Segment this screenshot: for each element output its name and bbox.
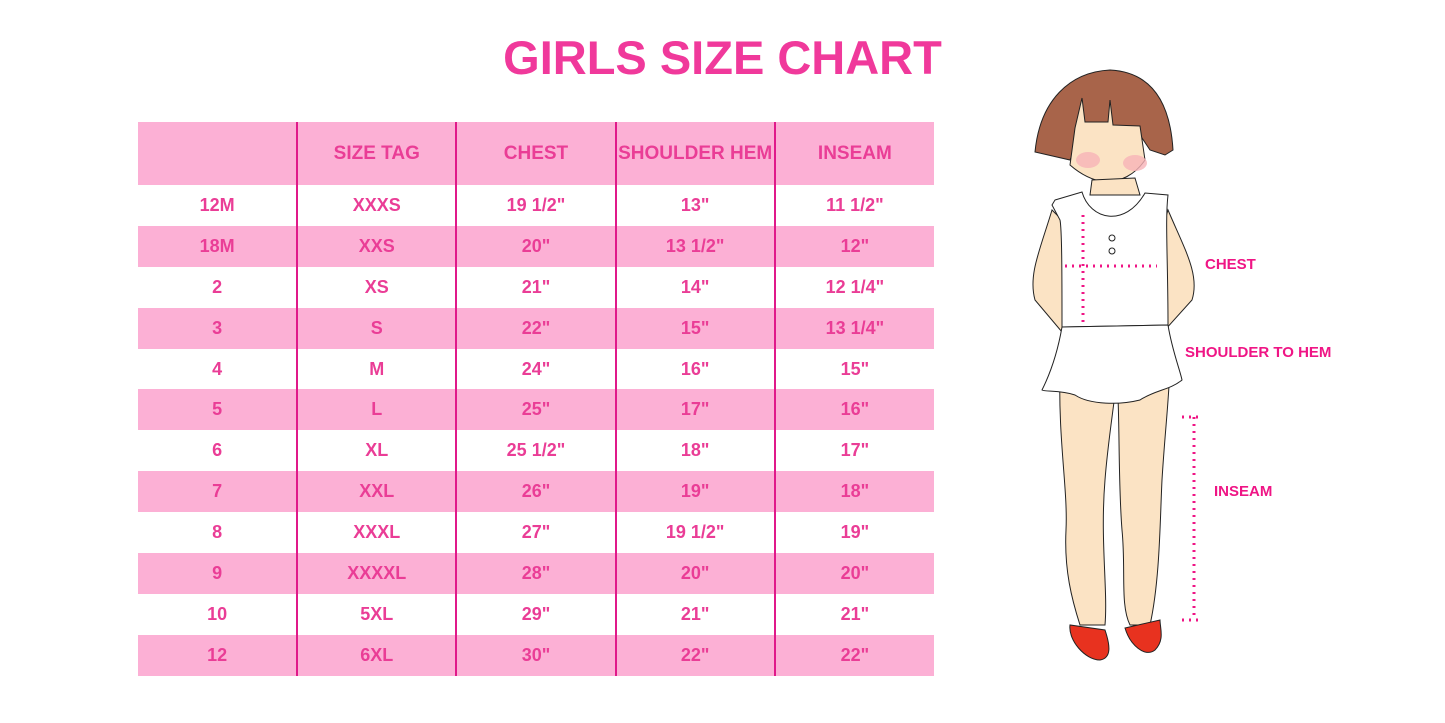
page-title: GIRLS SIZE CHART bbox=[503, 31, 942, 84]
table-cell: S bbox=[296, 307, 457, 349]
column-header: SHOULDER HEM bbox=[614, 122, 775, 185]
table-cell: 15" bbox=[773, 348, 934, 390]
chest-label: CHEST bbox=[1205, 256, 1256, 273]
shoulder-to-hem-label: SHOULDER TO HEM bbox=[1185, 344, 1332, 361]
table-cell: 13" bbox=[614, 185, 775, 226]
table-cell: 5 bbox=[212, 399, 223, 420]
table-row: 3 S 22" 15" 13 1/4" bbox=[138, 307, 934, 349]
table-cell: 14" bbox=[614, 266, 775, 308]
table-cell: 28" bbox=[455, 553, 616, 594]
table-cell: 20" bbox=[614, 553, 775, 594]
skirt bbox=[1041, 324, 1183, 404]
table-cell: M bbox=[296, 348, 457, 390]
table-row: 9 XXXXL 28" 20" 20" bbox=[138, 553, 934, 594]
table-cell: 22" bbox=[614, 634, 775, 676]
table-cell: 18M bbox=[199, 235, 235, 256]
table-cell: 19" bbox=[773, 512, 934, 554]
table-cell: 19 1/2" bbox=[614, 512, 775, 554]
table-row: 8 XXXL 27" 19 1/2" 19" bbox=[138, 512, 934, 554]
table-cell: XXXS bbox=[296, 185, 457, 226]
table-cell: XXL bbox=[296, 471, 457, 513]
inseam-label: INSEAM bbox=[1214, 483, 1273, 500]
table-row: 18M XXS 20" 13 1/2" 12" bbox=[138, 225, 934, 267]
table-cell: 12 bbox=[207, 644, 228, 665]
table-cell: 17" bbox=[773, 430, 934, 472]
table-cell: XS bbox=[296, 266, 457, 308]
table-cell: 18" bbox=[773, 471, 934, 513]
table-cell: XXS bbox=[296, 225, 457, 267]
table-row: 4 M 24" 16" 15" bbox=[138, 348, 934, 390]
column-header: SIZE TAG bbox=[296, 122, 457, 185]
table-cell: 27" bbox=[455, 512, 616, 554]
table-cell: 6 bbox=[212, 440, 223, 461]
table-cell: 6XL bbox=[296, 634, 457, 676]
table-cell: 16" bbox=[773, 389, 934, 431]
table-cell: 22" bbox=[773, 634, 934, 676]
table-cell: 12" bbox=[773, 225, 934, 267]
table-cell: XXXXL bbox=[296, 553, 457, 594]
table-cell: 8 bbox=[212, 522, 223, 543]
table-cell: 3 bbox=[212, 317, 223, 338]
table-row: 2 XS 21" 14" 12 1/4" bbox=[138, 266, 934, 308]
table-row: 12M XXXS 19 1/2" 13" 11 1/2" bbox=[138, 185, 934, 226]
column-header bbox=[138, 122, 297, 185]
table-cell: 21" bbox=[455, 266, 616, 308]
table-cell: 12 1/4" bbox=[773, 266, 934, 308]
table-cell: 4 bbox=[212, 358, 223, 379]
hair bbox=[1034, 69, 1174, 161]
table-cell: L bbox=[296, 389, 457, 431]
table-cell: 7 bbox=[212, 481, 223, 502]
table-row: 12 6XL 30" 22" 22" bbox=[138, 634, 934, 676]
size-table: SIZE TAG CHEST SHOULDER HEM INSEAM 12M XXXS 1… bbox=[138, 122, 934, 676]
table-row: 5 L 25" 17" 16" bbox=[138, 389, 934, 431]
table-cell: 19" bbox=[614, 471, 775, 513]
shoes bbox=[1069, 619, 1162, 661]
table-cell: 29" bbox=[455, 593, 616, 635]
table-cell: 11 1/2" bbox=[773, 185, 934, 226]
table-cell: 2 bbox=[212, 276, 223, 297]
table-cell: 10 bbox=[207, 603, 228, 624]
arms bbox=[1032, 208, 1195, 334]
table-cell: 9 bbox=[212, 562, 223, 583]
table-cell: 22" bbox=[455, 307, 616, 349]
table-header-row: SIZE TAG CHEST SHOULDER HEM INSEAM bbox=[138, 122, 934, 185]
table-cell: 25 1/2" bbox=[455, 430, 616, 472]
table-cell: 5XL bbox=[296, 593, 457, 635]
table-cell: 18" bbox=[614, 430, 775, 472]
table-cell: 21" bbox=[773, 593, 934, 635]
table-cell: 13 1/4" bbox=[773, 307, 934, 349]
table-cell: 25" bbox=[455, 389, 616, 431]
column-header: INSEAM bbox=[773, 122, 934, 185]
table-cell: 17" bbox=[614, 389, 775, 431]
table-cell: 26" bbox=[455, 471, 616, 513]
table-cell: 21" bbox=[614, 593, 775, 635]
table-cell: 16" bbox=[614, 348, 775, 390]
column-header: CHEST bbox=[455, 122, 616, 185]
table-cell: 24" bbox=[455, 348, 616, 390]
table-cell: 20" bbox=[773, 553, 934, 594]
table-cell: XXXL bbox=[296, 512, 457, 554]
table-row: 7 XXL 26" 19" 18" bbox=[138, 471, 934, 513]
table-cell: 20" bbox=[455, 225, 616, 267]
table-cell: 30" bbox=[455, 634, 616, 676]
table-cell: 13 1/2" bbox=[614, 225, 775, 267]
top-garment bbox=[1051, 191, 1169, 328]
girl-measurement-illustration bbox=[1032, 69, 1200, 661]
table-cell: XL bbox=[296, 430, 457, 472]
table-cell: 15" bbox=[614, 307, 775, 349]
table-row: 6 XL 25 1/2" 18" 17" bbox=[138, 430, 934, 472]
table-cell: 12M bbox=[199, 194, 235, 215]
table-cell: 19 1/2" bbox=[455, 185, 616, 226]
table-row: 10 5XL 29" 21" 21" bbox=[138, 593, 934, 635]
